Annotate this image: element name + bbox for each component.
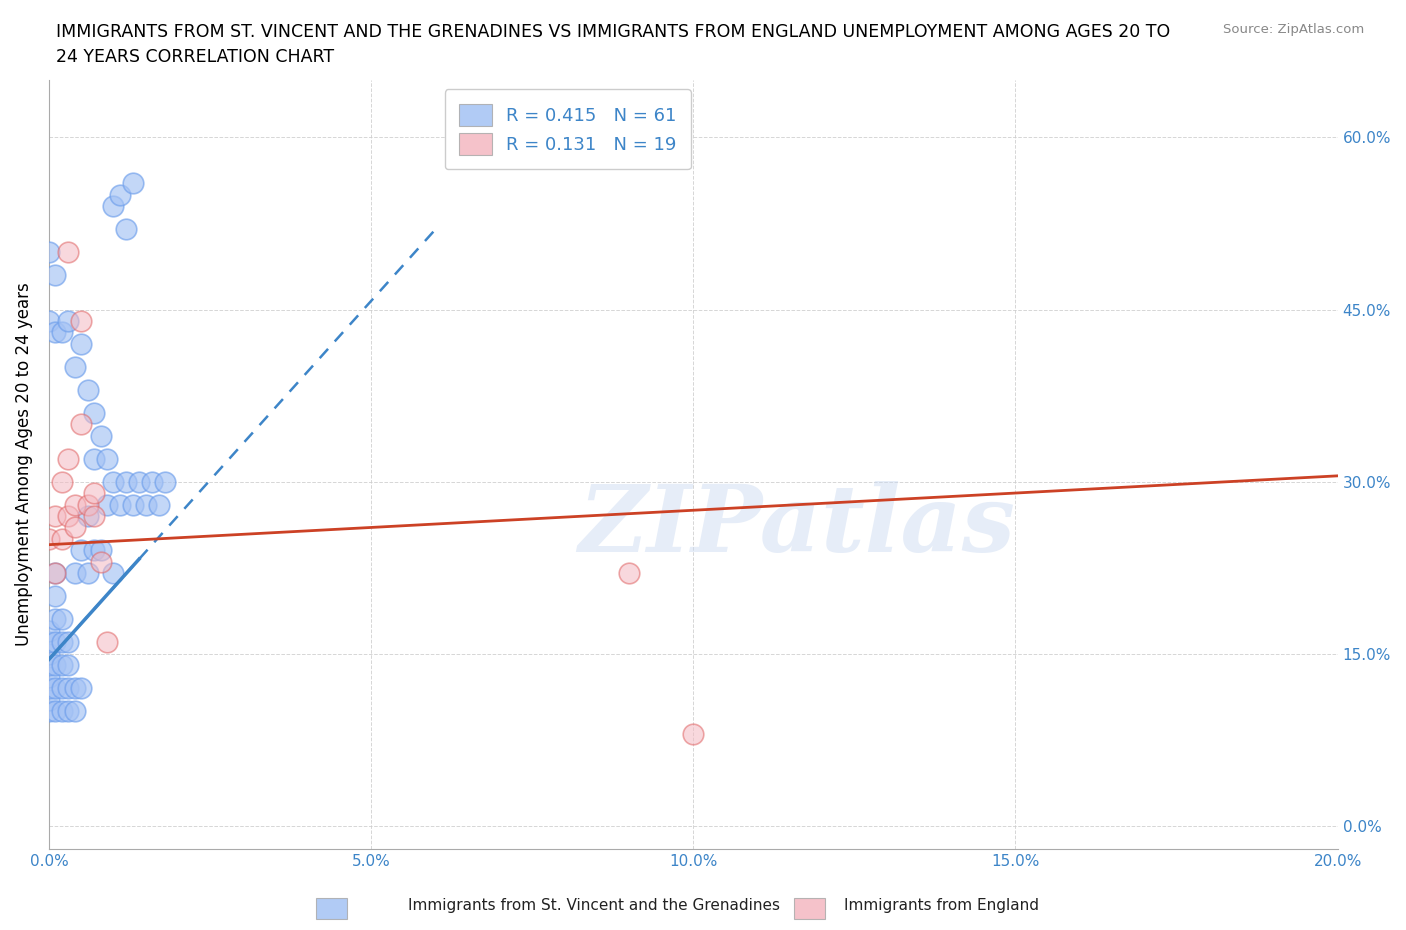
Point xyxy=(44,635,66,650)
Point xyxy=(76,565,98,580)
Point xyxy=(103,199,125,214)
Point xyxy=(44,509,66,524)
Text: IMMIGRANTS FROM ST. VINCENT AND THE GRENADINES VS IMMIGRANTS FROM ENGLAND UNEMPL: IMMIGRANTS FROM ST. VINCENT AND THE GREN… xyxy=(56,23,1170,41)
Point xyxy=(617,565,640,580)
Point xyxy=(70,543,93,558)
Point xyxy=(682,726,704,741)
Text: Source: ZipAtlas.com: Source: ZipAtlas.com xyxy=(1223,23,1364,36)
Y-axis label: Unemployment Among Ages 20 to 24 years: Unemployment Among Ages 20 to 24 years xyxy=(15,283,32,646)
Point xyxy=(89,554,111,569)
Point xyxy=(38,313,60,328)
Point xyxy=(58,681,80,696)
Point xyxy=(153,474,176,489)
Point xyxy=(63,520,86,535)
Point xyxy=(63,359,86,374)
Point xyxy=(89,428,111,443)
Point xyxy=(63,497,86,512)
Point xyxy=(83,405,105,420)
Point xyxy=(44,589,66,604)
Point xyxy=(38,623,60,638)
Point xyxy=(58,658,80,672)
Point xyxy=(108,497,131,512)
Point xyxy=(70,681,93,696)
Point xyxy=(63,681,86,696)
Point xyxy=(135,497,157,512)
Point xyxy=(58,245,80,259)
Point xyxy=(38,531,60,546)
Point xyxy=(44,612,66,627)
Point xyxy=(76,382,98,397)
Point xyxy=(121,176,143,191)
Point xyxy=(38,245,60,259)
Point xyxy=(83,509,105,524)
Point xyxy=(58,704,80,719)
Point xyxy=(38,646,60,661)
Point xyxy=(141,474,163,489)
Point xyxy=(89,543,111,558)
Point xyxy=(51,612,73,627)
Point xyxy=(148,497,170,512)
Point xyxy=(83,485,105,500)
Point xyxy=(58,509,80,524)
Point xyxy=(121,497,143,512)
Point xyxy=(128,474,150,489)
Point xyxy=(70,313,93,328)
Point xyxy=(63,565,86,580)
Point xyxy=(38,681,60,696)
Legend: R = 0.415   N = 61, R = 0.131   N = 19: R = 0.415 N = 61, R = 0.131 N = 19 xyxy=(444,89,690,169)
Point xyxy=(96,635,118,650)
Point xyxy=(38,692,60,707)
Point xyxy=(58,635,80,650)
Point xyxy=(38,635,60,650)
Point xyxy=(96,497,118,512)
Point xyxy=(44,565,66,580)
Point xyxy=(96,451,118,466)
Point xyxy=(115,221,138,236)
Point xyxy=(44,565,66,580)
Point xyxy=(51,474,73,489)
Point xyxy=(115,474,138,489)
Point xyxy=(51,531,73,546)
Point xyxy=(51,635,73,650)
Point xyxy=(103,474,125,489)
Point xyxy=(108,187,131,202)
Point xyxy=(38,658,60,672)
Text: Immigrants from St. Vincent and the Grenadines: Immigrants from St. Vincent and the Gren… xyxy=(408,897,780,912)
Point xyxy=(38,704,60,719)
Point xyxy=(51,658,73,672)
Point xyxy=(83,451,105,466)
Point xyxy=(58,313,80,328)
Point xyxy=(103,565,125,580)
Point xyxy=(70,417,93,432)
Point xyxy=(51,704,73,719)
Point xyxy=(51,681,73,696)
Point xyxy=(83,543,105,558)
Point xyxy=(76,497,98,512)
Point xyxy=(70,337,93,352)
Point xyxy=(38,670,60,684)
Point xyxy=(44,325,66,339)
Point xyxy=(44,658,66,672)
Point xyxy=(63,704,86,719)
Text: 24 YEARS CORRELATION CHART: 24 YEARS CORRELATION CHART xyxy=(56,48,335,66)
Point xyxy=(58,451,80,466)
Point xyxy=(51,325,73,339)
Point xyxy=(44,681,66,696)
Point xyxy=(44,268,66,283)
Point xyxy=(76,509,98,524)
Point xyxy=(44,704,66,719)
Text: Immigrants from England: Immigrants from England xyxy=(844,897,1039,912)
Text: ZIPatlas: ZIPatlas xyxy=(578,481,1015,571)
